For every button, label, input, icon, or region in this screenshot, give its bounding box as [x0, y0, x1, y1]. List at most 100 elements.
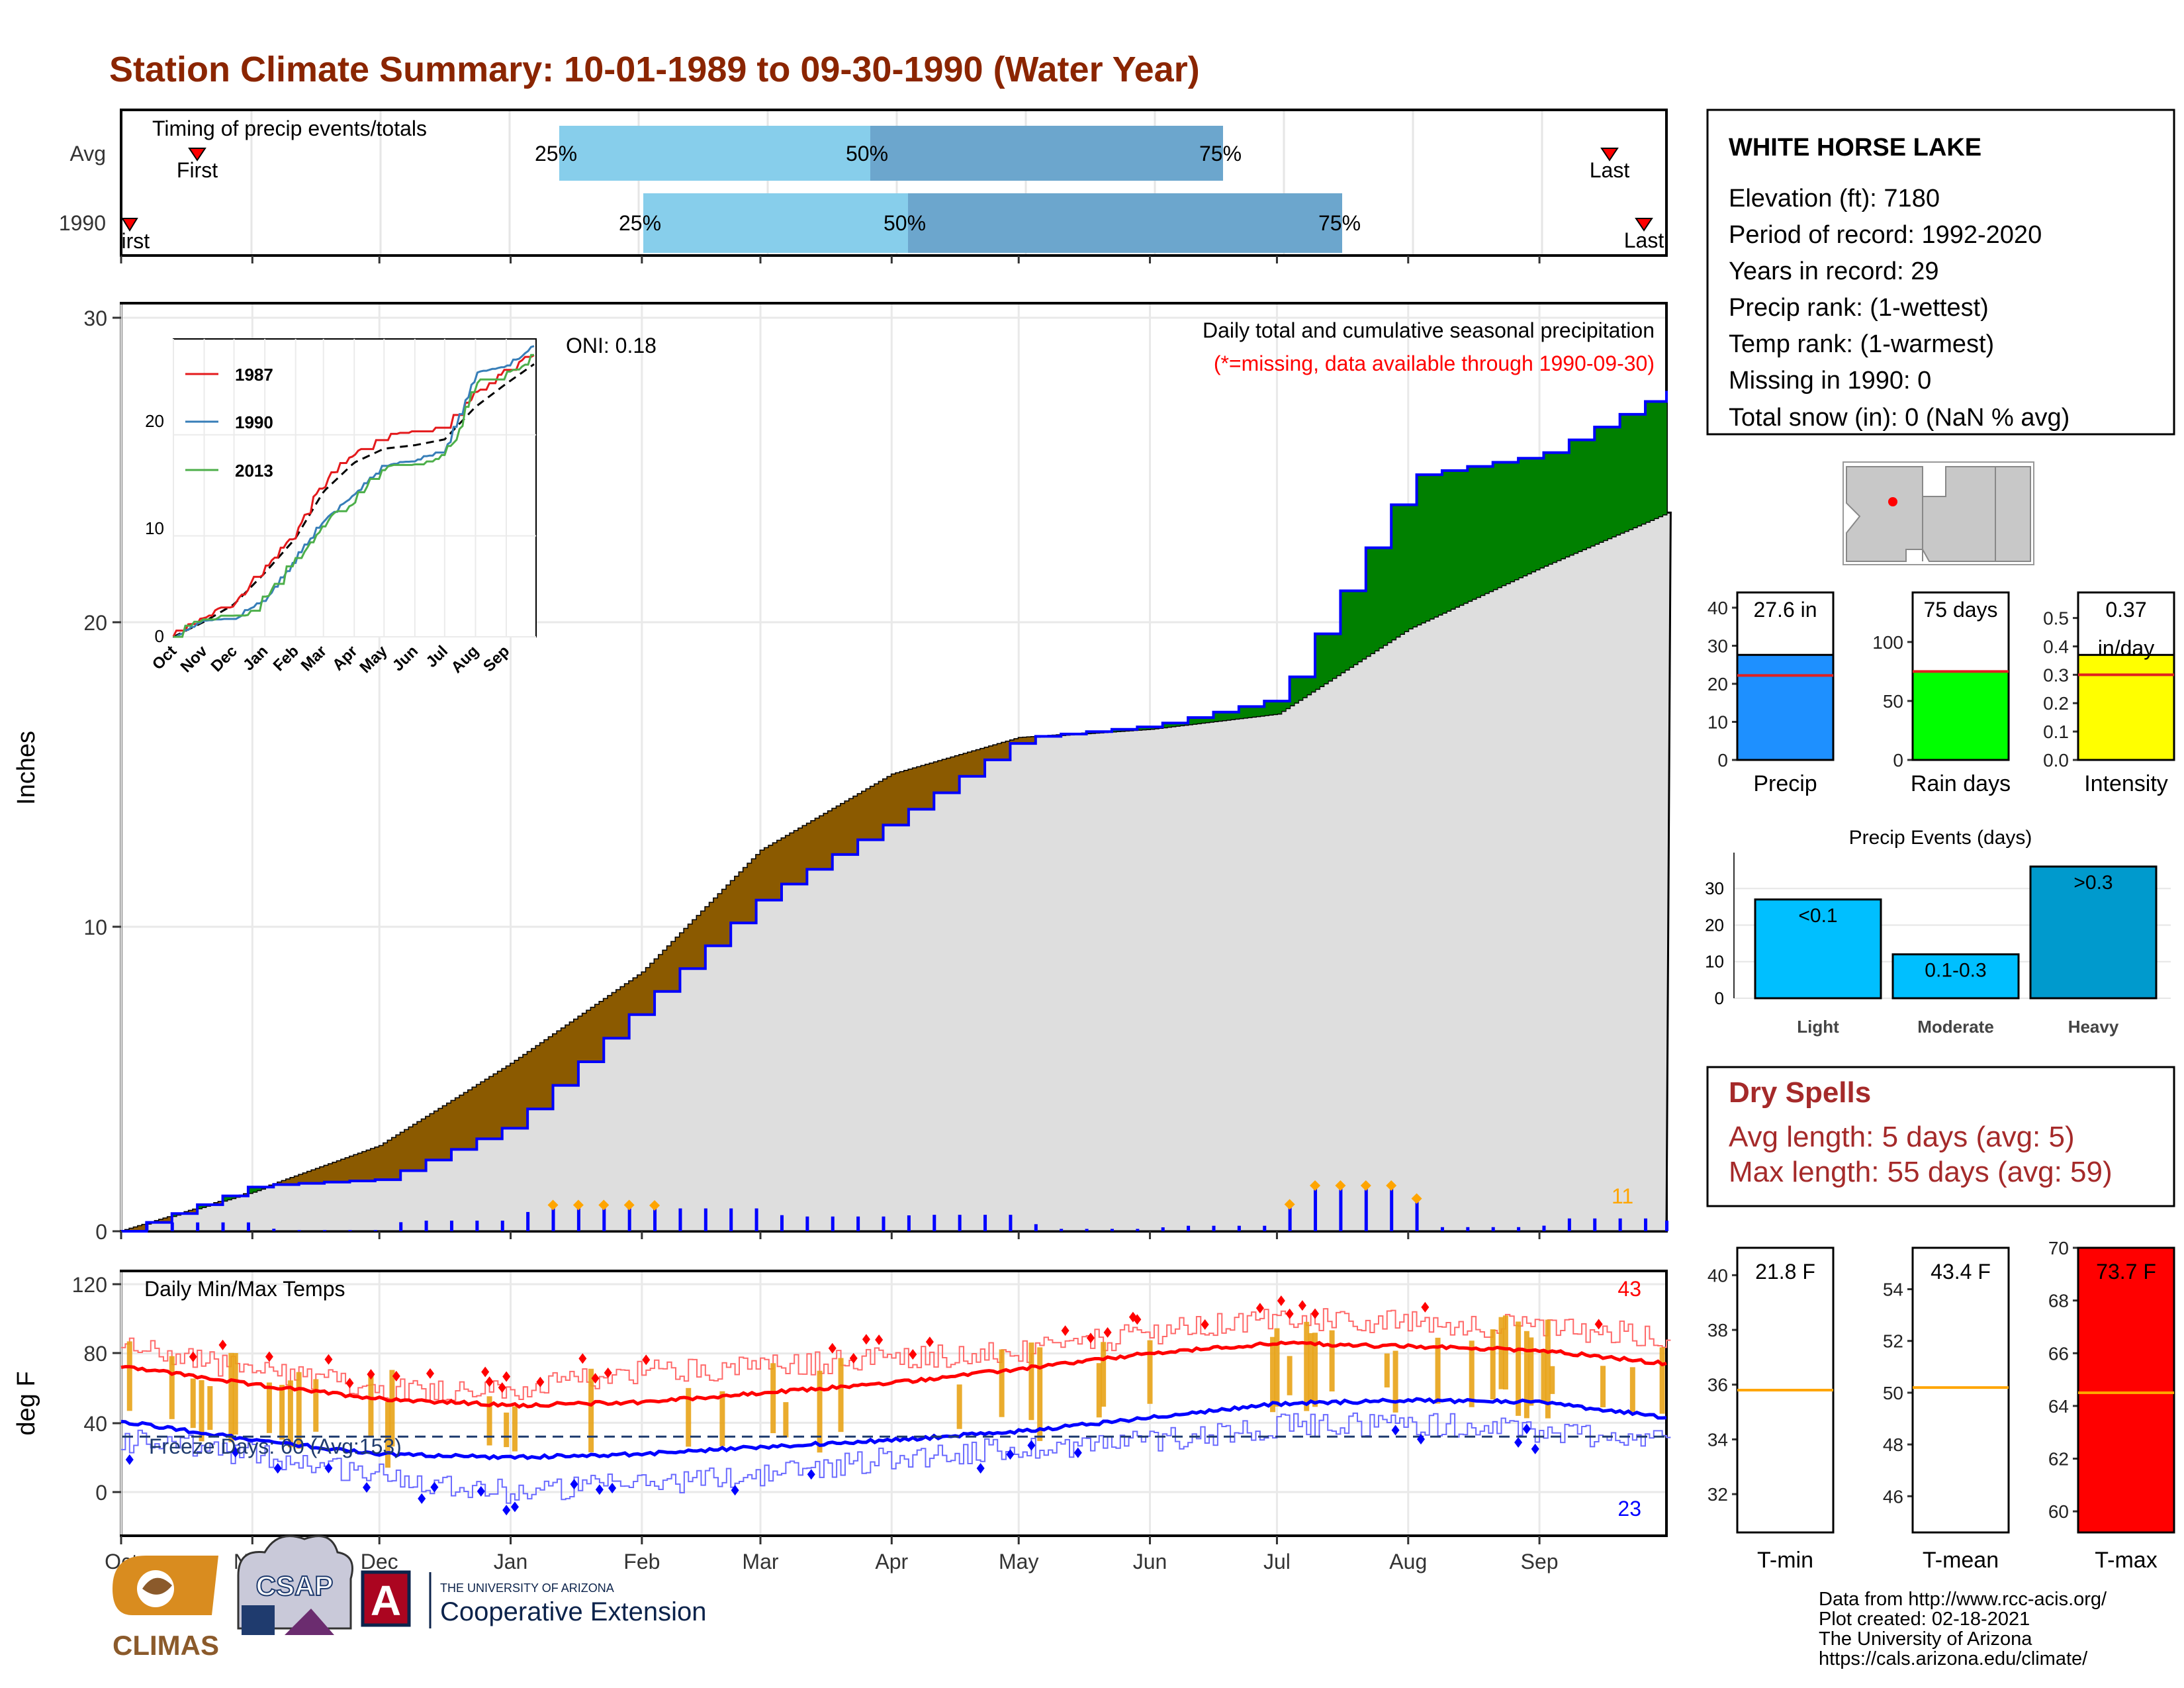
- mini-bar-value: [1911, 670, 2010, 761]
- timing-avg-q50: 50%: [846, 142, 888, 165]
- inset-chart: 1987 1990 2013 0 10 20 OctNovDecJanFebMa…: [145, 338, 537, 677]
- daily-precip-bar: [653, 1207, 657, 1231]
- timing-1990-first-clip: First: [121, 218, 150, 253]
- temp-bar-tick-label: 54: [1883, 1280, 1903, 1300]
- annual-temp-bars: 32 34 36 38 40 21.8 F T-min 46 48 50 52 54 43.4 F T-m…: [1707, 1238, 2175, 1573]
- timing-1990-q50: 50%: [884, 211, 926, 235]
- temp-anomaly-bar: [1600, 1366, 1606, 1407]
- station-precip-rank: Precip rank: (1-wettest): [1729, 294, 1989, 322]
- temp-bar-value-text: 73.7 F: [2096, 1260, 2156, 1284]
- heavy-event-marker: [572, 1199, 584, 1211]
- temp-ytick-120: 120: [72, 1273, 107, 1297]
- temp-anomaly-bar: [588, 1368, 594, 1452]
- heavy-event-marker: [1386, 1180, 1397, 1192]
- temp-anomaly-bar: [1502, 1315, 1508, 1390]
- record-high-marker: [324, 1354, 333, 1365]
- temp-bar-tick-label: 70: [2048, 1238, 2069, 1258]
- record-high-marker: [367, 1369, 375, 1380]
- page-title: Station Climate Summary: 10-01-1989 to 0…: [109, 50, 1200, 89]
- daily-precip-bar: [933, 1215, 936, 1231]
- events-tick-label: 0: [1715, 988, 1724, 1008]
- timing-avg-last-marker: [1600, 148, 1619, 162]
- timing-1990-q50-q75-bar: [908, 193, 1342, 253]
- csap-mountain: [285, 1609, 334, 1635]
- ua-block-a: [361, 1570, 411, 1627]
- record-low-marker: [324, 1462, 333, 1474]
- daily-precip-bar: [754, 1208, 758, 1231]
- temp-anomaly-bar: [1629, 1367, 1635, 1412]
- events-category-label: Light: [1797, 1017, 1839, 1037]
- record-low-marker: [477, 1485, 485, 1497]
- temp-anomaly-bar: [956, 1384, 962, 1429]
- daily-precip-bar: [1212, 1225, 1216, 1231]
- daily-max-temp-line: [121, 1308, 1671, 1402]
- temp-anomaly-bar: [1304, 1321, 1310, 1411]
- mini-bar-tick-label: 0.2: [2043, 693, 2069, 714]
- timing-avg-q25: 25%: [535, 142, 577, 165]
- mini-bar-tick-label: 10: [1707, 712, 1728, 733]
- record-high-marker: [345, 1378, 354, 1389]
- temp-anomaly-bar: [169, 1356, 175, 1419]
- month-tick-label: Mar: [742, 1550, 778, 1573]
- temp-bar-label: T-max: [2095, 1548, 2157, 1573]
- locator-map: [1843, 461, 2034, 565]
- daily-precip-bar: [856, 1216, 860, 1231]
- record-high-marker: [485, 1376, 494, 1387]
- high-count: 43: [1617, 1277, 1641, 1301]
- timing-1990-q75: 75%: [1318, 211, 1361, 235]
- daily-precip-bar: [1364, 1188, 1368, 1231]
- mini-bar-label: Intensity: [2084, 771, 2168, 796]
- daily-min-temp-line: [121, 1412, 1671, 1504]
- daily-precip-bar: [323, 1230, 327, 1231]
- legend-2013: 2013: [235, 461, 273, 481]
- mini-bar-value: [1736, 653, 1835, 761]
- temp-ytick-80: 80: [83, 1342, 107, 1366]
- csap-block: [242, 1605, 275, 1635]
- temp-anomaly-bar: [1101, 1342, 1107, 1407]
- inset-2013-line: [173, 353, 534, 638]
- record-low-marker: [1522, 1423, 1531, 1434]
- ua-letter: A: [371, 1577, 401, 1624]
- temp-anomaly-bar: [512, 1406, 518, 1452]
- precip-ytick-0: 0: [95, 1220, 107, 1244]
- precip-ytick-20: 20: [83, 611, 107, 635]
- record-high-marker: [1061, 1325, 1069, 1336]
- footer-line-3: The University of Arizona: [1819, 1628, 2032, 1650]
- month-tick-label: Feb: [623, 1550, 660, 1573]
- month-tick-label: Apr: [875, 1550, 908, 1573]
- mini-bar-tick-label: 0: [1893, 750, 1903, 771]
- temp-bar-tick-label: 52: [1883, 1331, 1903, 1352]
- timing-1990-first-marker: [121, 218, 138, 232]
- record-low-marker: [1027, 1440, 1036, 1451]
- record-high-marker: [1133, 1314, 1142, 1325]
- record-high-marker: [1421, 1301, 1430, 1313]
- temp-anomaly-bar: [266, 1382, 272, 1433]
- temp-anomaly-bar: [1312, 1333, 1318, 1407]
- footer-line-2: Plot created: 02-18-2021: [1819, 1609, 2030, 1630]
- mini-bar-label: Precip: [1753, 771, 1817, 796]
- daily-precip-bar: [145, 1222, 149, 1231]
- daily-precip-bar: [348, 1230, 352, 1231]
- mini-bar-tick-label: 0: [1717, 750, 1728, 771]
- month-tick-label: Aug: [1389, 1550, 1427, 1573]
- freeze-label: Freeze Days: 60 (Avg:153): [149, 1434, 402, 1458]
- daily-precip-bar: [1263, 1225, 1267, 1231]
- timing-avg-q75: 75%: [1199, 142, 1242, 165]
- timing-1990-q25-q50-bar: [643, 193, 908, 253]
- temp-anomaly-bar: [1329, 1330, 1335, 1391]
- daily-precip-bar: [1440, 1227, 1444, 1231]
- events-tick-label: 20: [1705, 915, 1724, 935]
- daily-precip-bar: [983, 1215, 987, 1231]
- timing-avg-first-marker: [188, 148, 206, 162]
- heavy-event-marker: [623, 1199, 635, 1211]
- daily-precip-bar: [627, 1207, 631, 1231]
- daily-precip-bar: [1491, 1227, 1495, 1231]
- record-low-marker: [731, 1485, 739, 1496]
- heavy-event-marker: [547, 1199, 559, 1211]
- timing-1990-last-marker: [1635, 218, 1653, 232]
- events-category-label: Heavy: [2068, 1017, 2119, 1037]
- record-high-marker: [392, 1370, 400, 1382]
- mini-bar-tick-label: 0.1: [2043, 722, 2069, 742]
- daily-precip-bar: [196, 1222, 200, 1231]
- daily-precip-bar: [805, 1216, 809, 1231]
